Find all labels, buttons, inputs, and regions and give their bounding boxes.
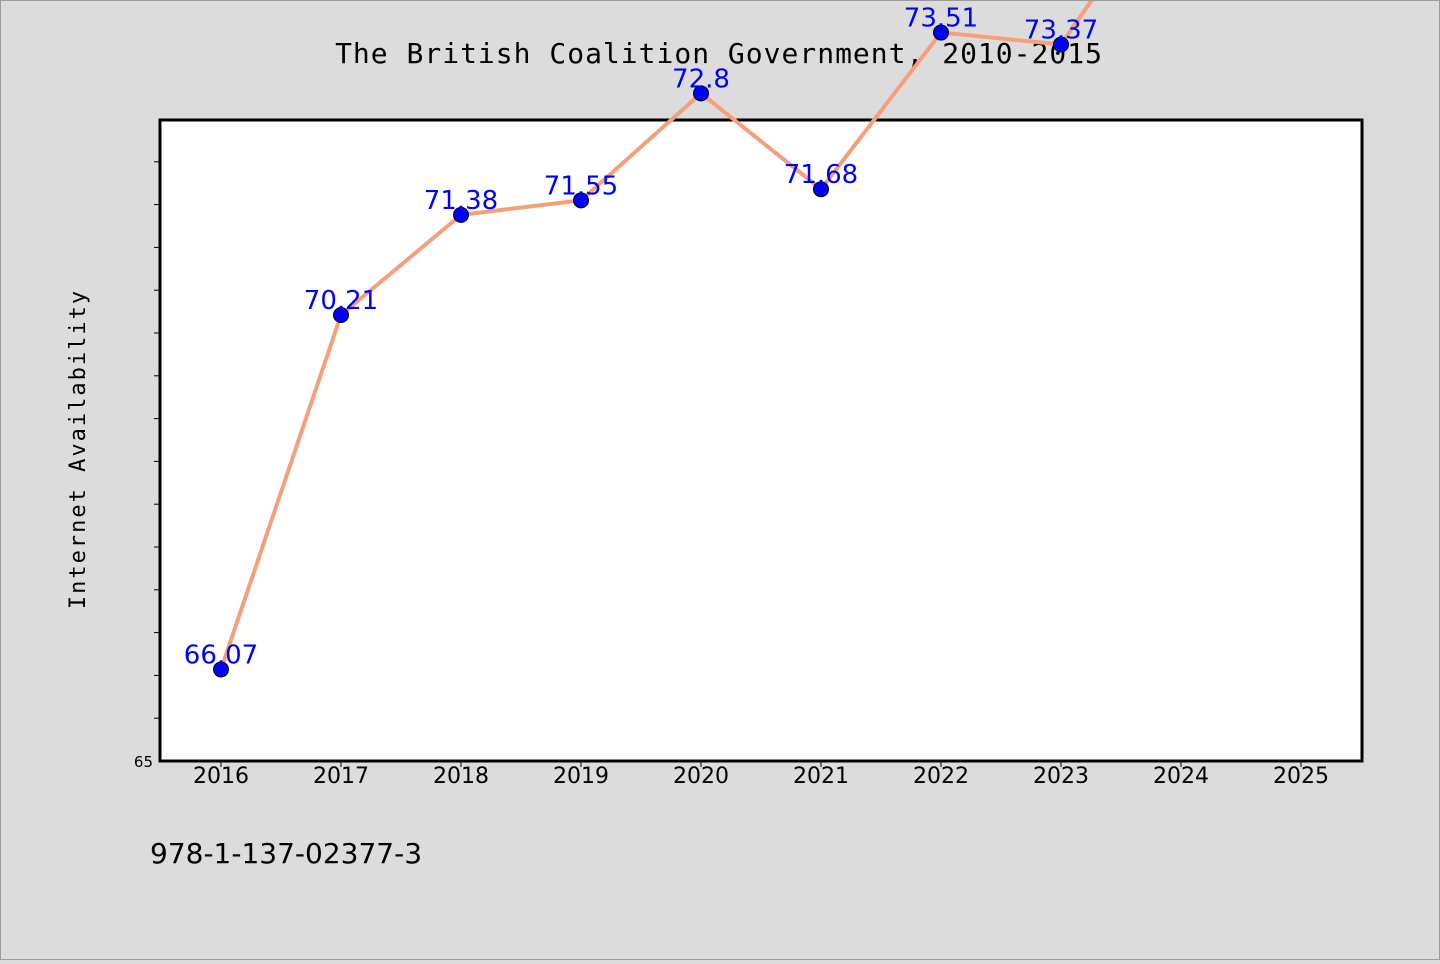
x-tick-label: 2024 (1153, 764, 1209, 789)
x-axis-ticks: 2016 2017 2018 2019 2020 2021 2022 2023 2024 2025 (193, 761, 1329, 789)
y-axis-ticks (154, 161, 160, 719)
data-point (213, 661, 229, 678)
data-label: 73.37 (1024, 16, 1098, 46)
chart-title: The British Coalition Government, 2010-2… (335, 37, 1103, 70)
data-label: 73.51 (904, 4, 978, 34)
x-tick-label: 2018 (433, 764, 489, 789)
data-point (693, 85, 709, 102)
x-tick-label: 2023 (1033, 764, 1089, 789)
data-point (453, 206, 469, 223)
data-label: 70.21 (304, 286, 378, 316)
data-point (1053, 36, 1069, 53)
data-label: 72.8 (672, 64, 730, 94)
data-point (333, 307, 349, 324)
data-label: 66.07 (184, 640, 258, 670)
y-min-tick-label: 65 (134, 753, 153, 771)
data-label: 71.68 (784, 160, 858, 190)
y-axis-label: Internet Availability (66, 289, 91, 609)
data-point (573, 192, 589, 209)
data-label: 71.38 (424, 186, 498, 216)
x-tick-label: 2020 (673, 764, 729, 789)
data-label-layer: 66.0770.2171.3871.5572.871.6873.5173.377… (184, 4, 1098, 671)
x-tick-label: 2022 (913, 764, 969, 789)
x-tick-label: 2019 (553, 764, 609, 789)
x-tick-label: 2025 (1273, 764, 1329, 789)
x-tick-label: 2017 (313, 764, 369, 789)
plot-area (158, 118, 1364, 763)
data-label: 71.55 (544, 171, 618, 201)
isbn-footer: 978-1-137-02377-3 (150, 837, 422, 870)
series-line (219, 0, 1095, 672)
x-tick-label: 2016 (193, 764, 249, 789)
data-point (813, 181, 829, 198)
data-point (933, 24, 949, 41)
x-tick-label: 2021 (793, 764, 849, 789)
series-layer (213, 0, 1095, 678)
